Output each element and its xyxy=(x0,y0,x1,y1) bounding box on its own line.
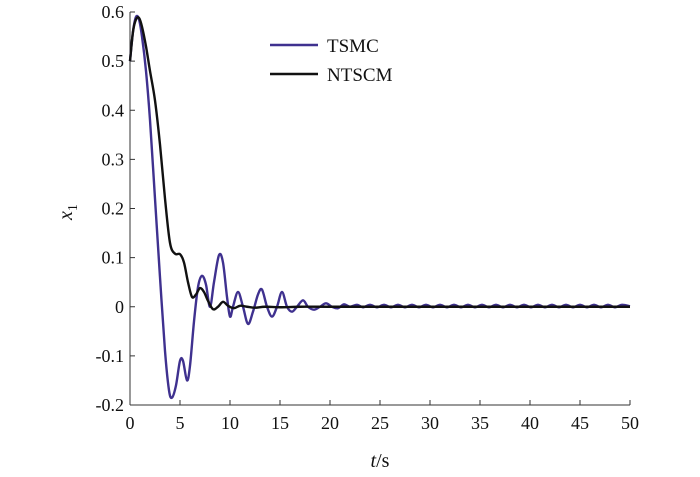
x-tick-label: 25 xyxy=(371,413,389,433)
x-tick-label: 40 xyxy=(521,413,539,433)
x-tick-label: 35 xyxy=(471,413,489,433)
x-tick-label: 0 xyxy=(126,413,135,433)
y-axis-label: x1 xyxy=(55,204,81,221)
y-tick-label: 0.5 xyxy=(102,51,125,71)
legend-label-ntscm: NTSCM xyxy=(327,65,393,86)
plot-area: 0 5 10 15 20 25 30 35 40 45 50 -0.2 -0.1 0 0.1 0.2 0.3 0… xyxy=(96,2,640,433)
x-tick-label: 20 xyxy=(321,413,339,433)
y-axis-label-variable: x xyxy=(55,211,77,221)
x-axis-ticks: 0 5 10 15 20 25 30 35 40 45 50 xyxy=(126,400,639,433)
x-tick-label: 10 xyxy=(221,413,239,433)
y-axis-ticks: -0.2 -0.1 0 0.1 0.2 0.3 0.4 0.5 0.6 xyxy=(96,2,135,415)
x-axis-label-unit: /s xyxy=(376,450,390,472)
x-tick-label: 15 xyxy=(271,413,289,433)
y-tick-label: 0.2 xyxy=(102,199,125,219)
x-axis-label: t/s xyxy=(371,450,390,472)
y-axis-label-subscript: 1 xyxy=(66,204,81,211)
y-tick-label: 0.1 xyxy=(102,248,125,268)
series-line-tsmc xyxy=(128,14,631,400)
x-tick-label: 5 xyxy=(176,413,185,433)
y-tick-label: -0.1 xyxy=(96,346,125,366)
svg-text:x1: x1 xyxy=(55,204,81,221)
x-tick-label: 30 xyxy=(421,413,439,433)
series-lines xyxy=(128,14,631,400)
y-tick-label: 0.3 xyxy=(102,149,125,169)
x-axis-label-variable: t xyxy=(371,450,377,472)
y-tick-label: 0.6 xyxy=(102,2,125,22)
y-tick-label: 0.4 xyxy=(102,100,125,120)
series-line-ntscm xyxy=(128,16,630,311)
legend: TSMC NTSCM xyxy=(270,36,393,86)
legend-label-tsmc: TSMC xyxy=(327,36,379,57)
y-tick-label: 0 xyxy=(115,297,124,317)
x-tick-label: 50 xyxy=(621,413,639,433)
x-tick-label: 45 xyxy=(571,413,589,433)
y-tick-label: -0.2 xyxy=(96,395,125,415)
